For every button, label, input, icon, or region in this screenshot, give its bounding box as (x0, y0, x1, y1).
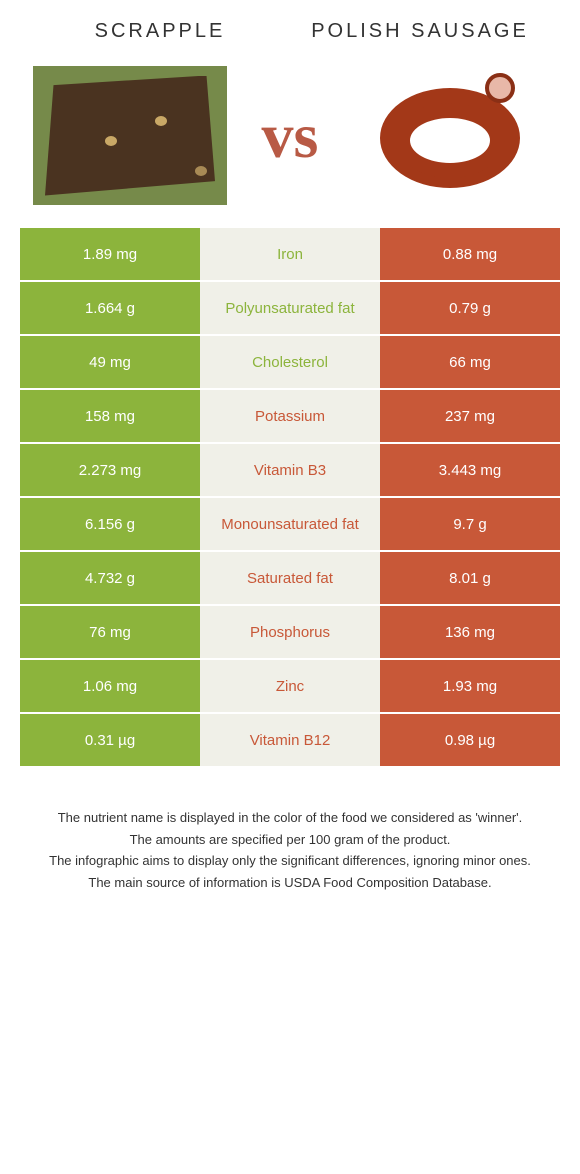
left-value: 1.06 mg (20, 660, 200, 712)
header: Scrapple Polish sausage (20, 0, 560, 53)
table-row: 158 mgPotassium237 mg (20, 390, 560, 444)
left-value: 4.732 g (20, 552, 200, 604)
left-value: 49 mg (20, 336, 200, 388)
left-value: 2.273 mg (20, 444, 200, 496)
right-value: 0.98 µg (380, 714, 560, 766)
table-row: 4.732 gSaturated fat8.01 g (20, 552, 560, 606)
footnotes: The nutrient name is displayed in the co… (30, 808, 550, 894)
comparison-table: 1.89 mgIron0.88 mg1.664 gPolyunsaturated… (20, 228, 560, 768)
right-value: 237 mg (380, 390, 560, 442)
nutrient-label: Saturated fat (200, 552, 380, 604)
left-value: 1.664 g (20, 282, 200, 334)
table-row: 6.156 gMonounsaturated fat9.7 g (20, 498, 560, 552)
footnote-line: The nutrient name is displayed in the co… (30, 808, 550, 828)
footnote-line: The infographic aims to display only the… (30, 851, 550, 871)
table-row: 2.273 mgVitamin B33.443 mg (20, 444, 560, 498)
nutrient-label: Polyunsaturated fat (200, 282, 380, 334)
right-value: 0.79 g (380, 282, 560, 334)
scrapple-image (30, 63, 230, 208)
right-value: 3.443 mg (380, 444, 560, 496)
table-row: 1.06 mgZinc1.93 mg (20, 660, 560, 714)
right-value: 1.93 mg (380, 660, 560, 712)
nutrient-label: Vitamin B3 (200, 444, 380, 496)
nutrient-label: Iron (200, 228, 380, 280)
right-value: 0.88 mg (380, 228, 560, 280)
right-food-title: Polish sausage (290, 20, 550, 43)
right-value: 66 mg (380, 336, 560, 388)
table-row: 49 mgCholesterol66 mg (20, 336, 560, 390)
nutrient-label: Potassium (200, 390, 380, 442)
nutrient-label: Phosphorus (200, 606, 380, 658)
nutrient-label: Cholesterol (200, 336, 380, 388)
footnote-line: The main source of information is USDA F… (30, 873, 550, 893)
table-row: 76 mgPhosphorus136 mg (20, 606, 560, 660)
left-value: 0.31 µg (20, 714, 200, 766)
table-row: 0.31 µgVitamin B120.98 µg (20, 714, 560, 768)
left-value: 6.156 g (20, 498, 200, 550)
right-value: 9.7 g (380, 498, 560, 550)
nutrient-label: Monounsaturated fat (200, 498, 380, 550)
left-value: 76 mg (20, 606, 200, 658)
left-value: 1.89 mg (20, 228, 200, 280)
images-row: vs (20, 53, 560, 218)
vs-label: vs (262, 99, 319, 173)
sausage-image (350, 63, 550, 208)
nutrient-label: Zinc (200, 660, 380, 712)
footnote-line: The amounts are specified per 100 gram o… (30, 830, 550, 850)
right-value: 136 mg (380, 606, 560, 658)
left-food-title: Scrapple (30, 20, 290, 43)
table-row: 1.89 mgIron0.88 mg (20, 228, 560, 282)
left-value: 158 mg (20, 390, 200, 442)
table-row: 1.664 gPolyunsaturated fat0.79 g (20, 282, 560, 336)
right-value: 8.01 g (380, 552, 560, 604)
nutrient-label: Vitamin B12 (200, 714, 380, 766)
